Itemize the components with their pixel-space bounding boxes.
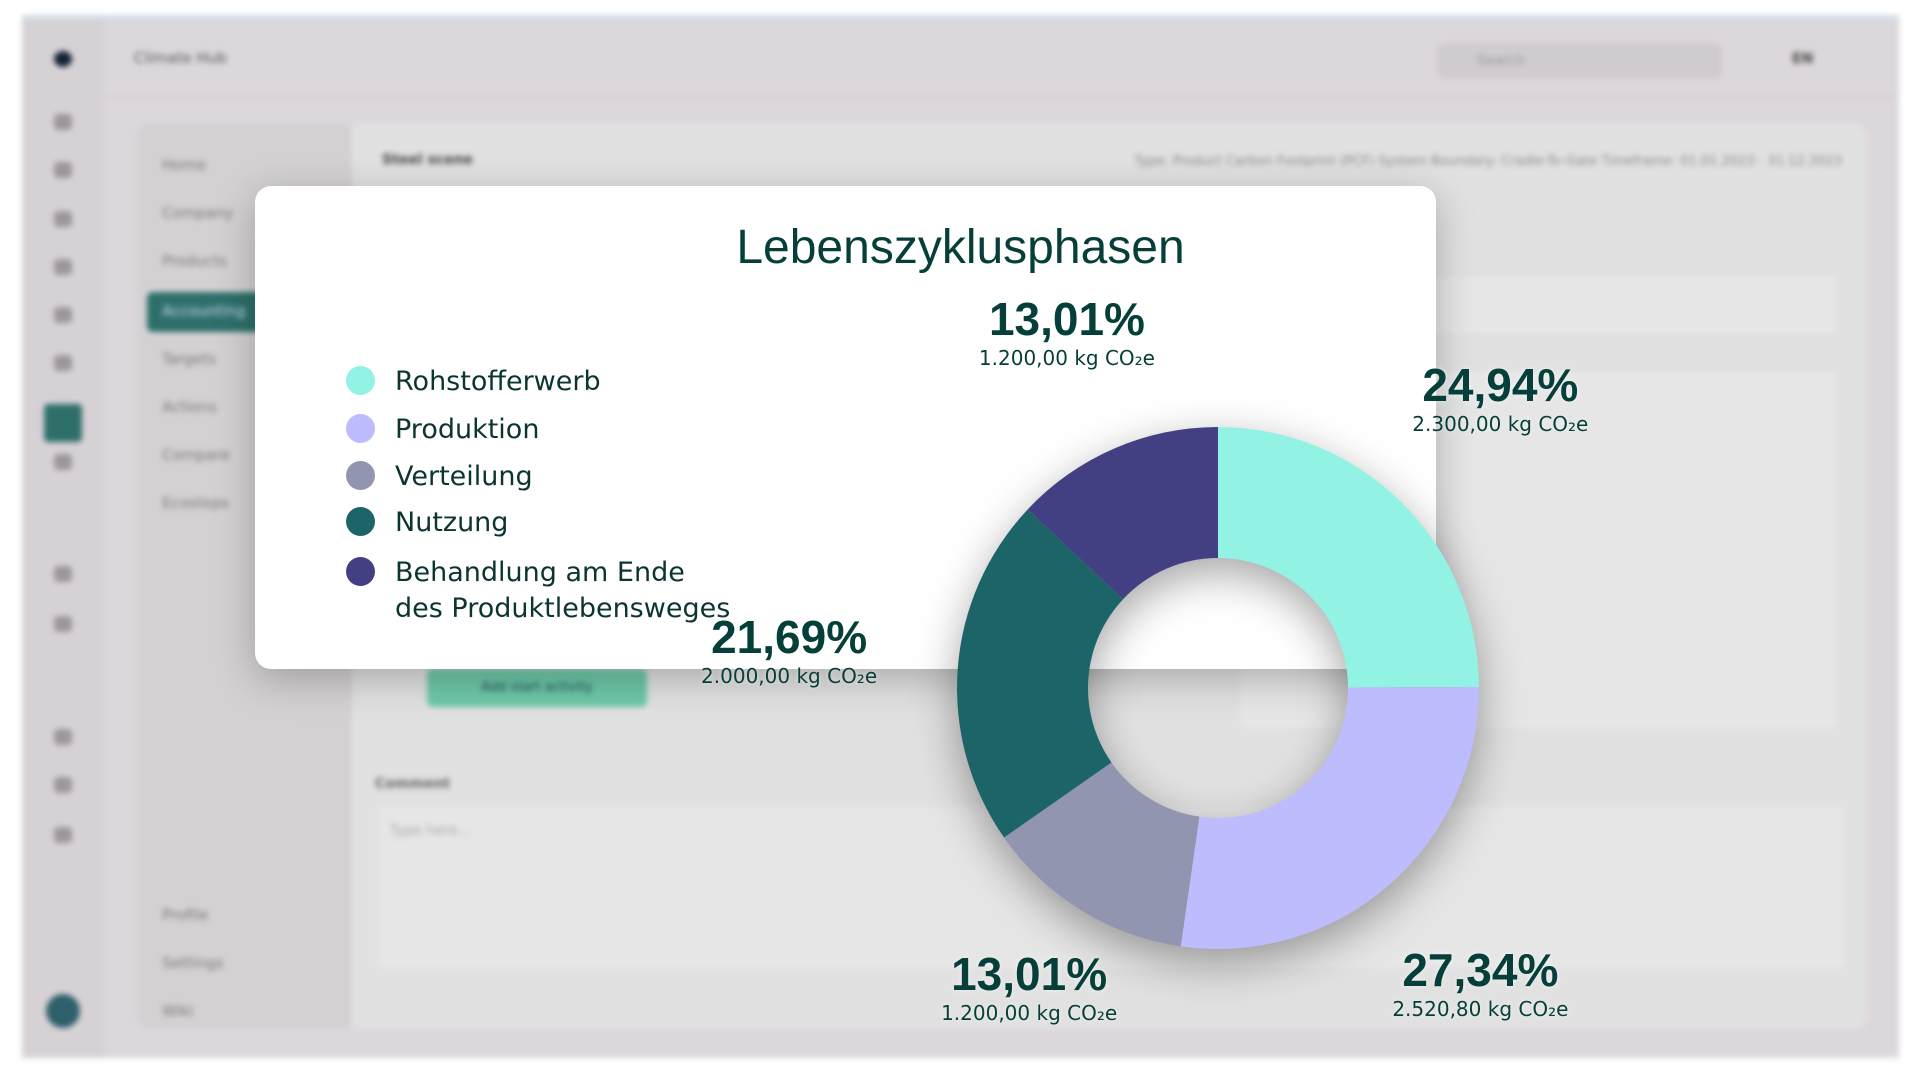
legend-swatch bbox=[346, 557, 375, 586]
slice-value: 2.000,00 kg CO₂e bbox=[701, 664, 878, 689]
nav-item[interactable]: Actions bbox=[162, 398, 217, 416]
donut-slice[interactable] bbox=[1180, 687, 1479, 949]
nav-icon[interactable] bbox=[54, 616, 72, 632]
slice-percent: 24,94% bbox=[1422, 358, 1579, 411]
slice-label: 24,94% 2.300,00 kg CO₂e bbox=[1412, 360, 1588, 438]
legend-item: Nutzung bbox=[346, 505, 508, 541]
nav-item[interactable]: Wiki bbox=[162, 1002, 194, 1020]
language-switch[interactable]: EN bbox=[1792, 51, 1814, 67]
legend-label: Produktion bbox=[395, 414, 540, 445]
nav-item[interactable]: Home bbox=[162, 156, 207, 174]
nav-icon[interactable] bbox=[54, 777, 72, 793]
add-start-activity-button[interactable]: Add start activity bbox=[427, 669, 647, 707]
slice-value: 2.300,00 kg CO₂e bbox=[1412, 411, 1589, 436]
nav-icon[interactable] bbox=[54, 355, 72, 371]
legend-item: Behandlung am Ende des Produktlebensweges bbox=[346, 555, 730, 627]
nav-item[interactable]: Profile bbox=[162, 906, 209, 924]
legend-item: Produktion bbox=[346, 412, 539, 448]
slice-label: 13,01% 1.200,00 kg CO₂e bbox=[941, 949, 1117, 1027]
legend-swatch bbox=[346, 461, 375, 490]
nav-item[interactable]: Accounting bbox=[162, 302, 246, 320]
chart-card bbox=[255, 186, 1436, 669]
chart-title: Lebenszyklusphasen bbox=[736, 221, 1185, 274]
nav-icon[interactable] bbox=[54, 566, 72, 582]
slice-percent: 21,69% bbox=[711, 611, 868, 664]
nav-icon[interactable] bbox=[54, 162, 72, 178]
avatar[interactable] bbox=[46, 994, 80, 1028]
nav-icon-active[interactable] bbox=[44, 404, 82, 442]
comment-placeholder: Type here... bbox=[390, 823, 472, 839]
slice-percent: 13,01% bbox=[988, 293, 1145, 346]
comment-label: Comment bbox=[375, 776, 451, 792]
nav-item[interactable]: Settings bbox=[162, 954, 224, 972]
legend-label: Rohstofferwerb bbox=[395, 366, 601, 397]
legend-swatch bbox=[346, 414, 375, 443]
search-input[interactable]: Search bbox=[1437, 43, 1722, 79]
nav-icon[interactable] bbox=[54, 827, 72, 843]
slice-label: 13,01% 1.200,00 kg CO₂e bbox=[979, 294, 1155, 372]
legend-label: Verteilung bbox=[395, 461, 533, 492]
donut-slice[interactable] bbox=[957, 509, 1124, 838]
nav-item[interactable]: Compare bbox=[162, 446, 231, 464]
app-name: Climate Hub bbox=[134, 49, 227, 67]
donut-slice[interactable] bbox=[1218, 427, 1479, 688]
legend-swatch bbox=[346, 366, 375, 395]
legend-label: Nutzung bbox=[395, 507, 509, 538]
nav-item[interactable]: Products bbox=[162, 252, 227, 270]
slice-value: 2.520,80 kg CO₂e bbox=[1392, 996, 1569, 1021]
nav-item[interactable]: Targets bbox=[162, 350, 217, 368]
nav-icon[interactable] bbox=[54, 211, 72, 227]
donut-slice[interactable] bbox=[1004, 762, 1200, 947]
nav-icon[interactable] bbox=[54, 307, 72, 323]
scene-meta: Type: Product Carbon Footprint (PCF) Sys… bbox=[1134, 154, 1842, 169]
slice-value: 1.200,00 kg CO₂e bbox=[978, 346, 1155, 371]
nav-icon[interactable] bbox=[54, 114, 72, 130]
scene-title: Steel scene bbox=[382, 152, 474, 168]
nav-item[interactable]: Ecosteps bbox=[162, 494, 230, 512]
nav-icon[interactable] bbox=[54, 454, 72, 470]
slice-label: 27,34% 2.520,80 kg CO₂e bbox=[1392, 945, 1568, 1023]
logo-icon bbox=[54, 51, 72, 67]
donut-slice[interactable] bbox=[1027, 427, 1218, 600]
slice-label: 21,69% 2.000,00 kg CO₂e bbox=[701, 612, 877, 690]
nav-icon[interactable] bbox=[54, 729, 72, 745]
legend-item: Verteilung bbox=[346, 459, 533, 495]
legend-label: Behandlung am Ende des Produktlebensweges bbox=[395, 557, 731, 624]
top-bar bbox=[104, 19, 1899, 99]
legend-item: Rohstofferwerb bbox=[346, 364, 601, 400]
nav-icon[interactable] bbox=[54, 259, 72, 275]
nav-item[interactable]: Company bbox=[162, 204, 234, 222]
slice-value: 1.200,00 kg CO₂e bbox=[941, 1001, 1118, 1026]
slice-percent: 27,34% bbox=[1402, 943, 1559, 996]
legend-swatch bbox=[346, 507, 375, 536]
icon-rail bbox=[22, 19, 104, 1058]
slice-percent: 13,01% bbox=[951, 948, 1108, 1001]
